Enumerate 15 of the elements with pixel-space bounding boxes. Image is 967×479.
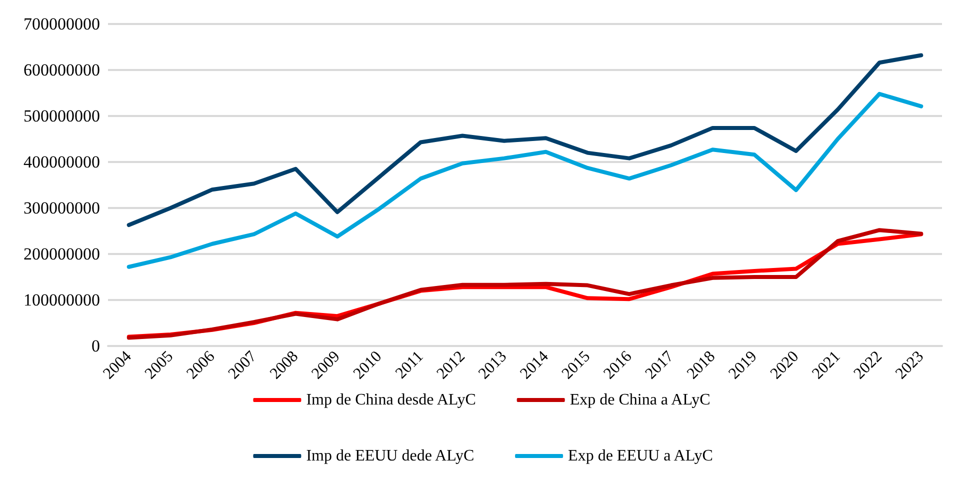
y-tick-label: 300000000 [24, 198, 100, 218]
legend-label: Imp de China desde ALyC [306, 392, 476, 408]
legend-label: Imp de EEUU dede ALyC [306, 448, 474, 464]
y-tick-label: 700000000 [24, 14, 100, 34]
y-tick-label: 500000000 [24, 106, 100, 126]
y-tick-label: 600000000 [24, 60, 100, 80]
y-tick-label: 0 [92, 336, 100, 356]
legend-label: Exp de China a ALyC [570, 392, 710, 408]
y-tick-label: 400000000 [24, 152, 100, 172]
line-series [126, 53, 924, 228]
y-tick-label: 200000000 [24, 244, 100, 264]
line-series [126, 92, 924, 269]
x-tick-label: 2011 [392, 348, 427, 382]
y-tick-label: 100000000 [24, 290, 100, 310]
legend-label: Exp de EEUU a ALyC [568, 448, 713, 464]
